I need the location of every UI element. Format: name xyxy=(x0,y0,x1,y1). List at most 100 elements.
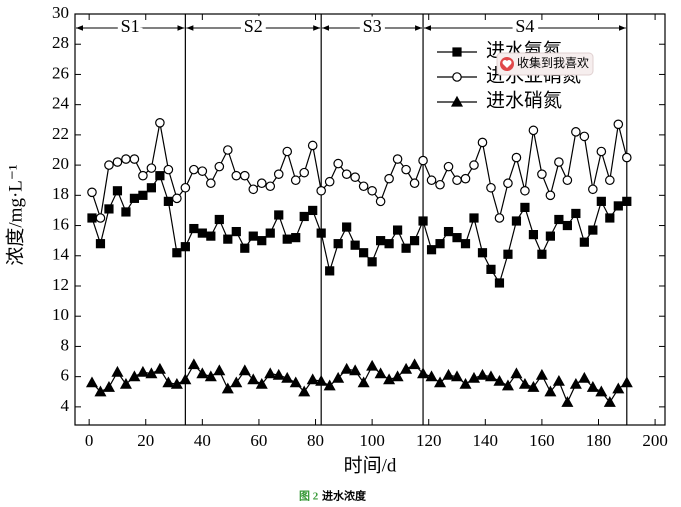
data-point xyxy=(128,370,141,382)
data-point xyxy=(460,173,471,184)
data-point xyxy=(333,239,343,249)
data-point xyxy=(239,170,250,181)
data-point xyxy=(342,222,352,232)
legend-marker xyxy=(452,47,462,57)
data-point xyxy=(308,205,318,216)
collect-button[interactable]: 收集到我喜欢 xyxy=(496,52,594,76)
series xyxy=(87,117,632,223)
y-tick-label: 18 xyxy=(52,184,69,203)
data-point xyxy=(289,376,302,388)
data-point xyxy=(417,367,430,379)
data-point xyxy=(613,201,623,211)
data-point xyxy=(155,117,165,128)
data-point xyxy=(138,170,148,181)
y-tick-label: 22 xyxy=(52,124,69,143)
data-point xyxy=(503,249,513,259)
data-point xyxy=(196,367,209,379)
data-point xyxy=(349,364,362,376)
data-point xyxy=(223,145,233,155)
data-point xyxy=(501,379,514,391)
data-point xyxy=(240,243,250,253)
data-point xyxy=(494,278,505,288)
phase-label: S3 xyxy=(363,16,382,36)
x-tick-label: 0 xyxy=(85,431,94,450)
data-point xyxy=(213,364,226,376)
data-point xyxy=(484,370,497,382)
data-point xyxy=(197,228,207,238)
y-tick-label: 24 xyxy=(52,94,70,113)
data-point xyxy=(527,380,540,392)
data-point xyxy=(333,158,343,169)
data-point xyxy=(189,223,199,234)
data-point xyxy=(366,359,379,371)
y-axis-title: 浓度/mg·L⁻¹ xyxy=(4,164,26,266)
x-tick-label: 40 xyxy=(194,431,211,450)
data-point xyxy=(503,178,513,189)
data-point xyxy=(231,226,241,237)
data-point xyxy=(180,242,190,252)
data-point xyxy=(281,371,294,383)
data-point xyxy=(95,239,106,249)
data-point xyxy=(163,164,174,175)
data-point xyxy=(443,161,454,172)
data-point xyxy=(145,367,158,379)
y-tick-label: 10 xyxy=(52,305,69,324)
legend-label: 进水硝氮 xyxy=(486,89,562,111)
data-point xyxy=(324,176,335,187)
data-point xyxy=(554,157,564,167)
data-point xyxy=(408,358,421,370)
data-point xyxy=(426,245,437,255)
data-point xyxy=(129,193,140,203)
x-tick-label: 120 xyxy=(416,431,442,450)
caption-figure: 图 2 xyxy=(299,490,319,503)
data-point xyxy=(155,171,165,181)
data-point xyxy=(418,216,428,226)
data-point xyxy=(477,137,488,148)
data-point xyxy=(612,382,625,394)
data-point xyxy=(146,163,157,173)
data-point xyxy=(425,370,438,382)
data-point xyxy=(298,385,311,397)
data-point xyxy=(518,377,531,389)
data-point xyxy=(170,377,183,389)
data-point xyxy=(162,376,175,388)
data-point xyxy=(605,175,615,186)
data-point xyxy=(595,385,608,397)
data-point xyxy=(180,182,191,193)
data-point xyxy=(204,370,217,382)
data-point xyxy=(392,225,403,235)
series xyxy=(85,358,633,407)
data-point xyxy=(434,376,447,388)
data-point xyxy=(172,193,182,204)
data-point xyxy=(357,376,370,388)
data-point xyxy=(511,152,522,163)
data-point xyxy=(179,373,192,385)
data-point xyxy=(443,226,454,237)
data-point xyxy=(350,240,360,250)
data-point xyxy=(545,190,556,201)
data-point xyxy=(350,172,360,182)
data-point xyxy=(562,175,573,186)
data-point xyxy=(340,362,353,374)
data-point xyxy=(273,169,284,179)
data-point xyxy=(535,368,548,380)
data-point xyxy=(391,370,404,382)
plot-frame xyxy=(74,13,666,426)
data-point xyxy=(571,208,581,219)
data-point xyxy=(545,231,555,241)
data-point xyxy=(255,377,268,389)
data-point xyxy=(586,380,599,392)
data-point xyxy=(401,164,411,175)
data-point xyxy=(95,213,106,223)
legend-item: 进水硝氮 xyxy=(437,89,562,111)
data-point xyxy=(442,368,455,380)
data-point xyxy=(603,396,616,407)
data-point xyxy=(459,377,472,389)
data-point xyxy=(477,248,488,258)
data-point xyxy=(172,248,182,258)
x-tick-label: 140 xyxy=(473,431,499,450)
data-point xyxy=(562,220,572,231)
y-tick-label: 30 xyxy=(52,3,69,22)
data-point xyxy=(256,178,267,189)
